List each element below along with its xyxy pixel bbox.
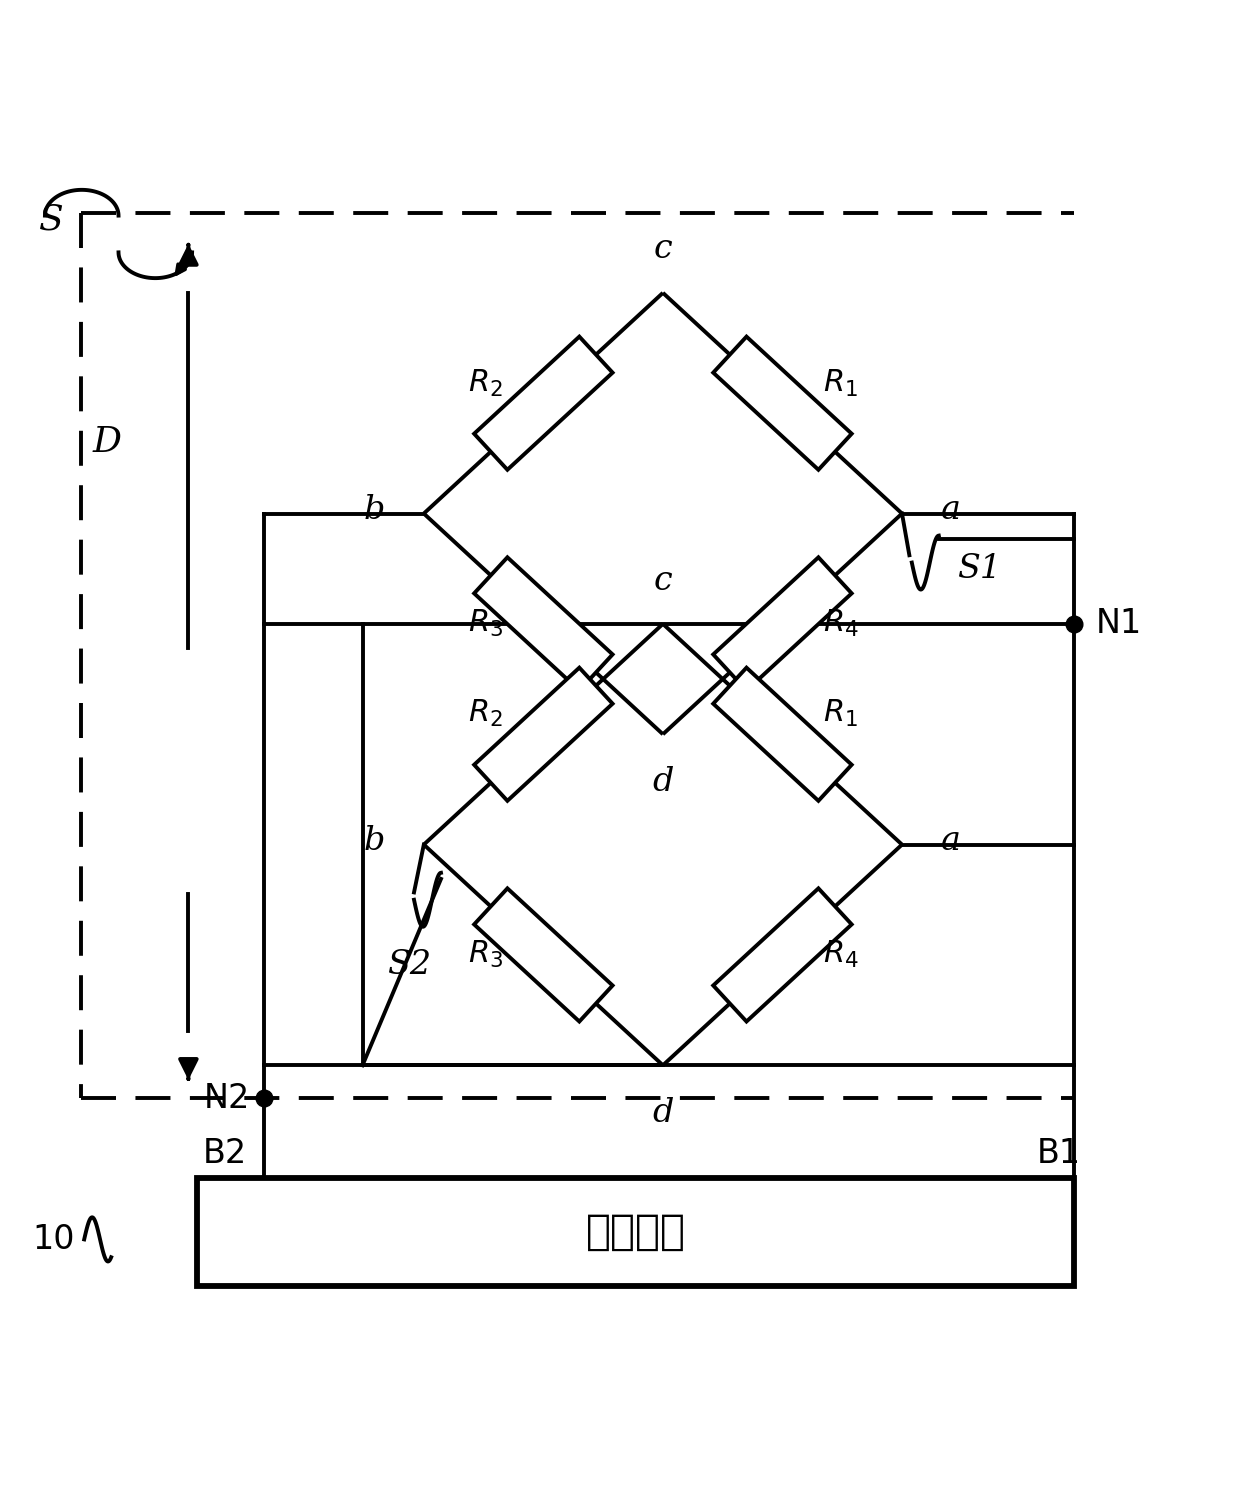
Text: d: d: [652, 766, 673, 799]
Polygon shape: [713, 336, 852, 470]
Bar: [197, 1178, 1074, 1285]
Text: $R_4$: $R_4$: [823, 608, 858, 639]
Text: 10: 10: [32, 1223, 74, 1256]
Text: N2: N2: [203, 1082, 249, 1115]
Text: N1: N1: [1096, 608, 1142, 640]
Polygon shape: [474, 557, 613, 690]
Text: B2: B2: [203, 1136, 247, 1169]
Polygon shape: [713, 888, 852, 1021]
Polygon shape: [713, 667, 852, 800]
Text: d: d: [652, 1097, 673, 1129]
Text: b: b: [363, 494, 384, 526]
Text: $R_2$: $R_2$: [467, 697, 502, 729]
Text: B1: B1: [1037, 1136, 1081, 1169]
Text: $R_1$: $R_1$: [823, 367, 858, 399]
Text: S2: S2: [387, 948, 432, 981]
Polygon shape: [474, 667, 613, 800]
Text: D: D: [93, 426, 122, 460]
Polygon shape: [713, 557, 852, 690]
Text: $R_2$: $R_2$: [467, 367, 502, 399]
Text: $R_3$: $R_3$: [467, 939, 502, 970]
Text: S1: S1: [957, 552, 1002, 585]
Text: a: a: [941, 826, 961, 857]
Text: $R_1$: $R_1$: [823, 697, 858, 729]
Text: c: c: [653, 233, 672, 264]
Text: $R_4$: $R_4$: [823, 939, 858, 970]
Polygon shape: [474, 336, 613, 470]
Text: b: b: [363, 826, 384, 857]
Polygon shape: [474, 888, 613, 1021]
Text: 驱动电路: 驱动电路: [587, 1211, 686, 1253]
Text: a: a: [941, 494, 961, 526]
Text: $R_3$: $R_3$: [467, 608, 502, 639]
Text: c: c: [653, 564, 672, 597]
Text: S: S: [38, 202, 63, 236]
